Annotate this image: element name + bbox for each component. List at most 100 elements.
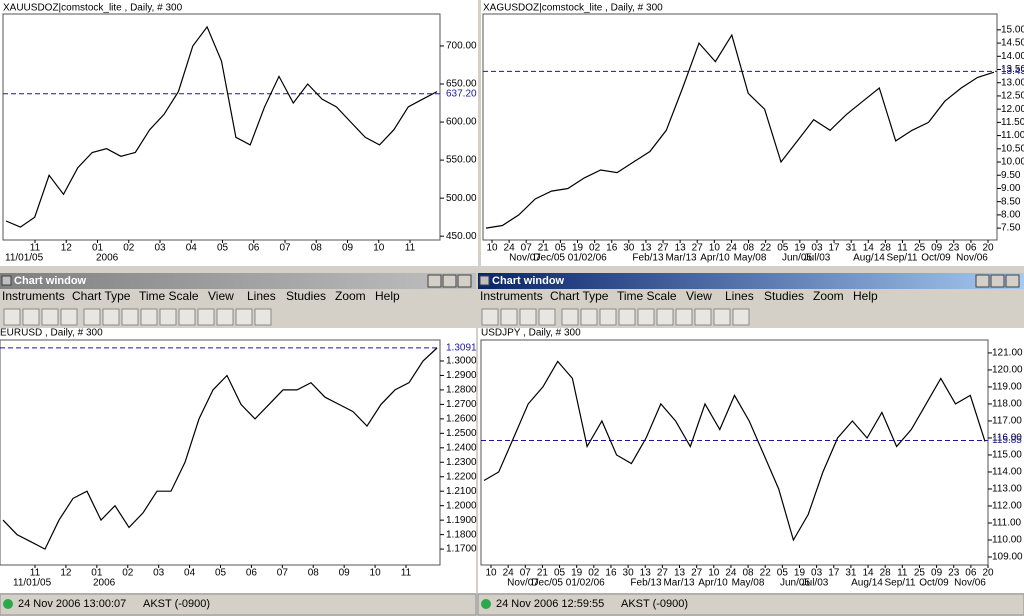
x-tick-label: 09: [931, 568, 943, 579]
toolbar-button[interactable]: [83, 308, 101, 326]
toolbar-button[interactable]: [22, 308, 40, 326]
window-button[interactable]: [990, 274, 1005, 288]
y-tick-label: 110.00: [992, 535, 1022, 546]
toolbar-button[interactable]: [60, 308, 78, 326]
x-tick-sublabel: Mar/13: [665, 253, 697, 264]
toolbar-button[interactable]: [254, 308, 272, 326]
menu-item[interactable]: Chart Type: [550, 289, 609, 303]
y-tick-label: 1.2300: [446, 457, 477, 468]
y-tick-label: 1.1700: [446, 544, 477, 555]
x-tick-label: 10: [370, 568, 382, 579]
y-tick-label: 550.00: [446, 155, 477, 166]
window-button[interactable]: [1005, 274, 1020, 288]
toolbar-button[interactable]: [235, 308, 253, 326]
menu-item[interactable]: Help: [853, 289, 878, 303]
x-tick-label: 13: [674, 568, 686, 579]
x-tick-label: 30: [623, 243, 635, 254]
y-tick-label: 109.00: [992, 552, 1023, 563]
x-tick-sublabel: 2006: [96, 253, 119, 264]
menu-item[interactable]: Lines: [247, 289, 276, 303]
toolbar-button[interactable]: [694, 308, 712, 326]
x-tick-label: 05: [215, 568, 227, 579]
toolbar-button[interactable]: [121, 308, 139, 326]
window-button[interactable]: [427, 274, 442, 288]
toolbar-button[interactable]: [637, 308, 655, 326]
window-button[interactable]: [442, 274, 457, 288]
y-tick-label: 450.00: [446, 231, 477, 242]
x-tick-label: 05: [217, 243, 229, 254]
x-tick-label: 08: [743, 568, 755, 579]
toolbar-button[interactable]: [538, 308, 556, 326]
x-tick-label: 06: [248, 243, 260, 254]
menu-item[interactable]: Studies: [764, 289, 804, 303]
toolbar-button[interactable]: [713, 308, 731, 326]
x-tick-label: 11: [30, 568, 41, 579]
toolbar-button[interactable]: [561, 308, 579, 326]
toolbar-button[interactable]: [140, 308, 158, 326]
x-tick-label: 14: [862, 568, 874, 579]
menu-item[interactable]: Time Scale: [617, 289, 677, 303]
x-tick-sublabel: May/08: [732, 578, 765, 589]
y-tick-label: 1.2000: [446, 500, 477, 511]
toolbar-button[interactable]: [519, 308, 537, 326]
y-tick-label: 111.00: [992, 518, 1022, 529]
menu-item[interactable]: View: [208, 289, 234, 303]
x-tick-label: 10: [486, 243, 498, 254]
x-tick-label: 10: [485, 568, 497, 579]
x-tick-label: 04: [186, 243, 198, 254]
x-tick-label: 24: [503, 568, 515, 579]
toolbar-button[interactable]: [3, 308, 21, 326]
toolbar-button[interactable]: [159, 308, 177, 326]
x-tick-sublabel: 2006: [93, 578, 116, 589]
x-tick-sublabel: Jul/03: [804, 253, 831, 264]
status-icon: [3, 599, 13, 609]
menu-item[interactable]: Lines: [725, 289, 754, 303]
x-tick-label: 09: [931, 243, 943, 254]
x-tick-label: 27: [692, 243, 704, 254]
y-tick-label: 13.00: [1001, 77, 1024, 88]
window-button[interactable]: [975, 274, 990, 288]
y-tick-label: 112.00: [992, 501, 1022, 512]
menu-item[interactable]: Chart Type: [72, 289, 131, 303]
toolbar-button[interactable]: [618, 308, 636, 326]
menu-item[interactable]: Instruments: [480, 289, 543, 303]
toolbar-button[interactable]: [500, 308, 518, 326]
x-tick-label: 17: [828, 568, 840, 579]
menu-item[interactable]: Zoom: [335, 289, 366, 303]
toolbar-button[interactable]: [41, 308, 59, 326]
x-tick-label: 09: [342, 243, 354, 254]
x-tick-label: 13: [640, 568, 652, 579]
toolbar-button[interactable]: [102, 308, 120, 326]
x-tick-label: 05: [554, 568, 566, 579]
x-tick-label: 24: [504, 243, 516, 254]
menu-item[interactable]: Zoom: [813, 289, 844, 303]
y-tick-label: 113.00: [992, 484, 1022, 495]
toolbar-button[interactable]: [481, 308, 499, 326]
x-tick-label: 14: [863, 243, 875, 254]
x-tick-label: 11: [30, 243, 41, 254]
y-tick-label: 114.00: [992, 467, 1022, 478]
toolbar-button[interactable]: [216, 308, 234, 326]
toolbar-button[interactable]: [656, 308, 674, 326]
title-bar: [0, 273, 476, 289]
toolbar-button[interactable]: [580, 308, 598, 326]
window-button[interactable]: [457, 274, 472, 288]
x-tick-label: 05: [777, 568, 789, 579]
toolbar-button[interactable]: [599, 308, 617, 326]
plot-frame: [482, 13, 998, 241]
toolbar-button[interactable]: [675, 308, 693, 326]
x-tick-label: 08: [311, 243, 323, 254]
toolbar-button[interactable]: [178, 308, 196, 326]
y-tick-label: 120.00: [992, 365, 1023, 376]
menu-item[interactable]: Studies: [286, 289, 326, 303]
x-tick-sublabel: Jun/05: [780, 578, 810, 589]
toolbar-button[interactable]: [732, 308, 750, 326]
y-tick-label: 117.00: [992, 416, 1022, 427]
x-tick-label: 25: [914, 243, 926, 254]
menu-item[interactable]: Instruments: [2, 289, 65, 303]
plot-frame: [2, 13, 441, 241]
menu-item[interactable]: View: [686, 289, 712, 303]
menu-item[interactable]: Help: [375, 289, 400, 303]
menu-item[interactable]: Time Scale: [139, 289, 199, 303]
toolbar-button[interactable]: [197, 308, 215, 326]
